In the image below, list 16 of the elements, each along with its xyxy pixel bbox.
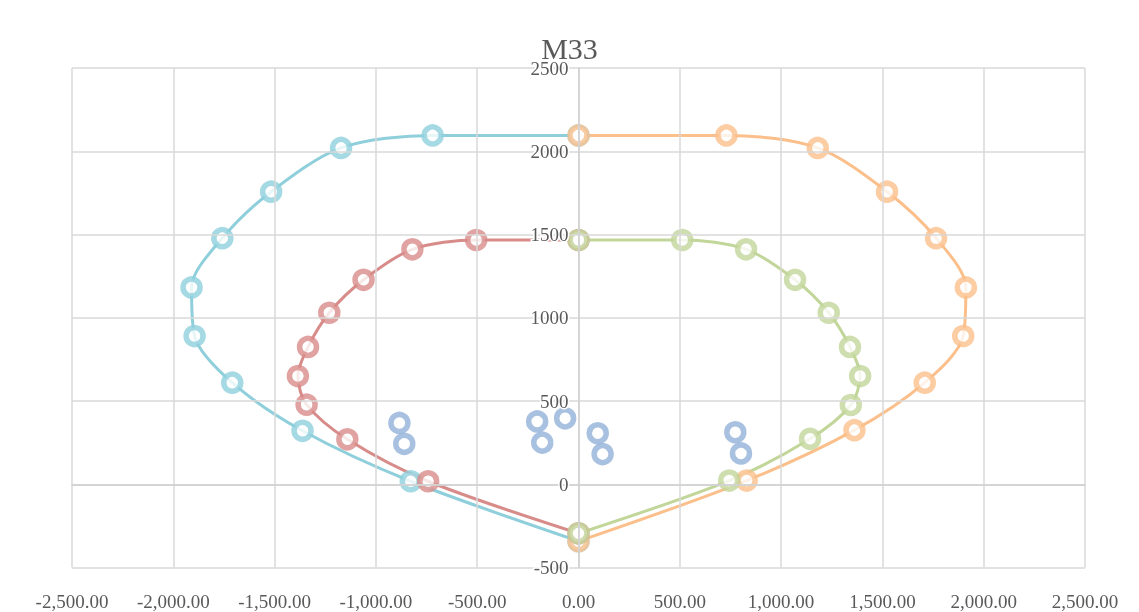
x-tick-label: 0.00	[561, 590, 596, 612]
x-tick-label: -2,500.00	[35, 590, 109, 612]
x-tick-label: 1,000.00	[747, 590, 815, 612]
y-tick-label: -500	[533, 557, 569, 578]
y-tick-label: 1000	[530, 307, 569, 329]
y-tick-label: 0	[559, 473, 569, 495]
x-tick-label: -500.00	[447, 590, 507, 612]
x-tick-label: 2,500.00	[1051, 590, 1119, 612]
x-tick-label: 1,500.00	[849, 590, 916, 612]
x-tick-label: -1,000.00	[339, 590, 413, 612]
x-tick-label: -1,500.00	[238, 590, 312, 612]
y-tick-label: 500	[540, 390, 569, 412]
x-tick-label: -2,000.00	[136, 590, 210, 612]
y-tick-label: 2000	[530, 140, 569, 162]
x-tick-label: 500.00	[653, 590, 706, 612]
x-tick-label: 2,000.00	[950, 590, 1017, 612]
